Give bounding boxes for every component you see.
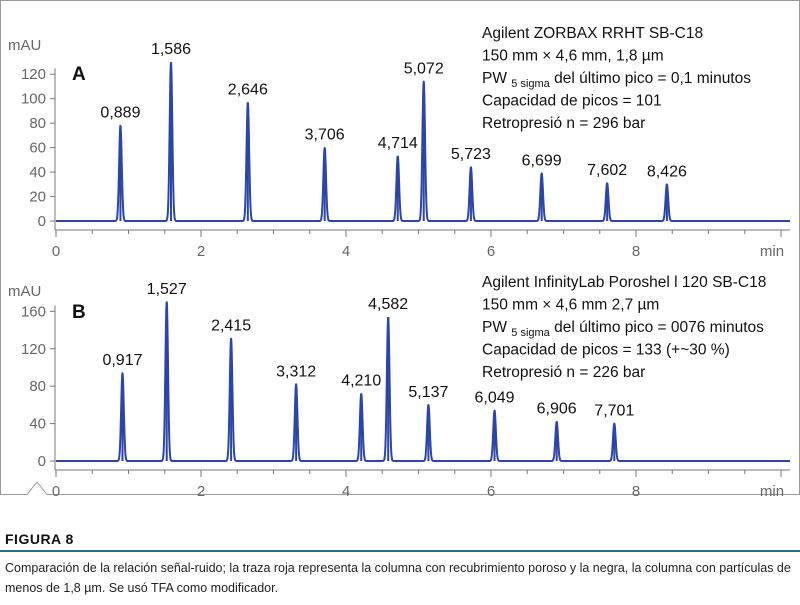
chart-panel-a: 0 20 40 60 80 100 120 mAU 0 2 4 6 8 min 0,889 1,586 2,64… [8, 25, 791, 260]
chart-panel-b: 0 40 80 120 160 mAU 0 2 4 6 8 min 0,917 1,527 2,415 3,3… [8, 274, 791, 500]
y-axis-unit: mAU [8, 37, 41, 54]
x-tick-label: 4 [342, 243, 350, 260]
peak-label: 5,072 [404, 61, 444, 78]
peak-label: 6,699 [522, 152, 562, 169]
column-info-line: Agilent InfinityLab Poroshel l 120 SB-C1… [482, 274, 766, 291]
column-info-line: 150 mm × 4,6 mm 2,7 µm [482, 297, 659, 314]
peak-label: 3,312 [276, 363, 316, 380]
x-tick-label: 4 [342, 483, 350, 500]
y-tick-label: 120 [21, 66, 46, 83]
peak-label: 0,917 [102, 352, 142, 369]
peak-label: 3,706 [305, 127, 345, 144]
panel-letter: B [72, 302, 86, 323]
peak-label: 2,646 [228, 81, 268, 98]
column-info-line: Capacidad de picos = 101 [482, 93, 662, 110]
figure-label: FIGURA 8 [5, 531, 74, 547]
column-info-line: Agilent ZORBAX RRHT SB-C18 [482, 25, 703, 42]
panel-letter: A [72, 64, 86, 85]
column-info-line: Retropresió n = 296 bar [482, 115, 645, 132]
peak-label: 5,137 [408, 384, 448, 401]
y-tick-label: 160 [21, 303, 46, 320]
y-tick-label: 80 [29, 378, 46, 395]
caption-text: Comparación de la relación señal-ruido; … [5, 561, 791, 595]
chromatogram-trace [55, 301, 791, 462]
peak-label: 4,714 [378, 135, 418, 152]
column-info-line: 150 mm × 4,6 mm, 1,8 µm [482, 48, 664, 65]
y-tick-label: 120 [21, 341, 46, 358]
caption-divider [0, 550, 800, 552]
y-tick-label: 60 [29, 140, 46, 157]
x-tick-label: 0 [52, 483, 60, 500]
y-tick-label: 20 [29, 189, 46, 206]
peak-label: 4,582 [368, 296, 408, 313]
peak-label: 6,049 [475, 389, 515, 406]
x-tick-label: 6 [487, 243, 495, 260]
x-tick-label: 2 [197, 243, 205, 260]
figure-frame: 0 20 40 60 80 100 120 mAU 0 2 4 6 8 min 0,889 1,586 2,64… [0, 0, 800, 500]
y-tick-label: 40 [29, 164, 46, 181]
y-tick-label: 40 [29, 416, 46, 433]
peak-label: 1,527 [147, 281, 187, 298]
y-tick-label: 100 [21, 91, 46, 108]
peak-label: 7,602 [587, 162, 627, 179]
x-tick-label: 0 [52, 243, 60, 260]
peak-label: 7,701 [594, 403, 634, 420]
column-info-line: PW 5 sigma del último pico = 0076 minuto… [482, 319, 764, 339]
x-tick-label: 6 [487, 483, 495, 500]
x-tick-label: 8 [632, 243, 640, 260]
peak-label: 1,586 [151, 41, 191, 58]
x-tick-label: 2 [197, 483, 205, 500]
x-tick-label: 8 [632, 483, 640, 500]
y-tick-label: 0 [38, 453, 46, 470]
column-info-line: PW 5 sigma del último pico = 0,1 minutos [482, 70, 751, 90]
peak-label: 4,210 [341, 373, 381, 390]
x-axis-unit: min [760, 243, 784, 260]
x-axis-unit: min [760, 483, 784, 500]
peak-label: 5,723 [451, 146, 491, 163]
peak-label: 8,426 [647, 163, 687, 180]
y-tick-label: 80 [29, 115, 46, 132]
column-info-line: Retropresió n = 226 bar [482, 364, 645, 381]
peak-label: 6,906 [537, 401, 577, 418]
y-tick-label: 0 [38, 213, 46, 230]
peak-label: 0,889 [100, 105, 140, 122]
y-axis-unit: mAU [8, 283, 41, 300]
peak-label: 2,415 [211, 317, 251, 334]
column-info-line: Capacidad de picos = 133 (+~30 %) [482, 342, 730, 359]
